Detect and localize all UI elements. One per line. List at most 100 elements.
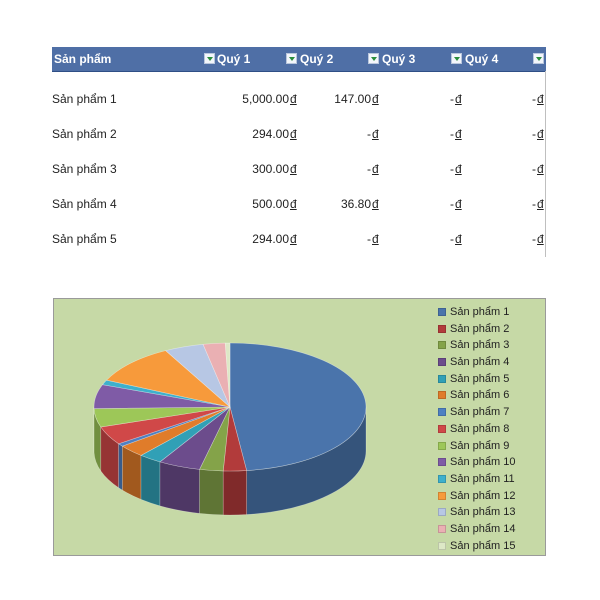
filter-dropdown-button[interactable] xyxy=(286,53,297,64)
currency-symbol: đ xyxy=(537,127,544,141)
header-san-pham: Sản phẩm xyxy=(54,47,204,71)
legend-item: Sản phẩm 12 xyxy=(438,488,544,505)
legend-label: Sản phẩm 15 xyxy=(450,539,516,552)
table-header: Sản phẩm Quý 1 Quý 2 Quý 3 Quý 4 xyxy=(52,47,546,72)
legend-item: Sản phẩm 5 xyxy=(438,371,544,388)
pie-slice xyxy=(224,342,231,408)
q2-value-cell: - xyxy=(367,127,371,141)
pie-slice xyxy=(93,384,231,409)
legend-swatch xyxy=(438,474,446,483)
currency-symbol: đ xyxy=(372,127,379,141)
legend-label: Sản phẩm 2 xyxy=(450,322,510,335)
q1-value-cell: 5,000.00 xyxy=(242,92,289,106)
q2-value-cell: 147.00 xyxy=(334,92,371,106)
legend-swatch xyxy=(438,508,446,517)
pie-slice xyxy=(165,343,231,408)
currency-symbol: đ xyxy=(290,162,297,176)
legend-item: Sản phẩm 7 xyxy=(438,404,544,421)
table-row[interactable]: Sản phẩm 5 294.00 đ - đ - đ - đ xyxy=(52,222,546,257)
pie-slice xyxy=(229,342,367,471)
header-label: Quý 4 xyxy=(465,52,499,66)
q4-value-cell: - xyxy=(532,92,536,106)
q1-value-cell: 294.00 xyxy=(252,232,289,246)
header-quy-1: Quý 1 xyxy=(217,47,287,71)
legend-label: Sản phẩm 8 xyxy=(450,422,510,435)
q1-value-cell: 294.00 xyxy=(252,127,289,141)
legend-label: Sản phẩm 11 xyxy=(450,472,515,485)
legend-item: Sản phẩm 3 xyxy=(438,337,544,354)
legend-item: Sản phẩm 4 xyxy=(438,354,544,371)
product-name-cell: Sản phẩm 3 xyxy=(52,162,117,176)
currency-symbol: đ xyxy=(372,232,379,246)
currency-symbol: đ xyxy=(372,197,379,211)
legend-label: Sản phẩm 7 xyxy=(450,406,510,419)
currency-symbol: đ xyxy=(537,92,544,106)
q3-value-cell: - xyxy=(450,197,454,211)
q4-value-cell: - xyxy=(532,197,536,211)
header-label: Quý 2 xyxy=(300,52,334,66)
legend-item: Sản phẩm 13 xyxy=(438,504,544,521)
filter-dropdown-button[interactable] xyxy=(204,53,215,64)
legend-swatch xyxy=(438,391,446,400)
q2-value-cell: - xyxy=(367,162,371,176)
currency-symbol: đ xyxy=(372,92,379,106)
currency-symbol: đ xyxy=(290,127,297,141)
pie-slice-side xyxy=(140,454,161,507)
legend-label: Sản phẩm 12 xyxy=(450,489,516,502)
legend-item: Sản phẩm 9 xyxy=(438,438,544,455)
pie-slice-side xyxy=(118,443,123,491)
pie-chart: Sản phẩm 1 Sản phẩm 2 Sản phẩm 3 Sản phẩm 4… xyxy=(53,298,546,556)
table-row[interactable]: Sản phẩm 4 500.00 đ 36.80 đ - đ - đ xyxy=(52,187,546,222)
q4-value-cell: - xyxy=(532,127,536,141)
pie-slice xyxy=(93,406,231,428)
pie-slice xyxy=(121,406,231,456)
table-border xyxy=(545,71,546,257)
header-quy-2: Quý 2 xyxy=(300,47,370,71)
legend-label: Sản phẩm 9 xyxy=(450,439,510,452)
legend-item: Sản phẩm 6 xyxy=(438,387,544,404)
legend-label: Sản phẩm 14 xyxy=(450,522,516,535)
legend-swatch xyxy=(438,491,446,500)
legend-swatch xyxy=(438,408,446,417)
legend-swatch xyxy=(438,424,446,433)
q4-value-cell: - xyxy=(532,232,536,246)
legend-item: Sản phẩm 2 xyxy=(438,321,544,338)
legend-item: Sản phẩm 11 xyxy=(438,471,544,488)
q2-value-cell: 36.80 xyxy=(340,197,371,211)
pie-slice xyxy=(159,406,231,470)
q1-value-cell: 500.00 xyxy=(252,197,289,211)
currency-symbol: đ xyxy=(537,162,544,176)
q1-value-cell: 300.00 xyxy=(252,162,289,176)
header-label: Quý 1 xyxy=(217,52,251,66)
header-quy-4: Quý 4 xyxy=(465,47,535,71)
filter-dropdown-button[interactable] xyxy=(368,53,379,64)
table-row[interactable]: Sản phẩm 2 294.00 đ - đ - đ - đ xyxy=(52,117,546,152)
q4-value-cell: - xyxy=(532,162,536,176)
legend-label: Sản phẩm 4 xyxy=(450,356,510,369)
filter-dropdown-button[interactable] xyxy=(533,53,544,64)
q3-value-cell: - xyxy=(450,162,454,176)
q3-value-cell: - xyxy=(450,127,454,141)
pie-slice-side xyxy=(222,470,247,516)
pie-chart-plot xyxy=(93,342,367,516)
pie-slice-side xyxy=(159,461,200,514)
table-row[interactable]: Sản phẩm 1 5,000.00 đ 147.00 đ - đ - đ xyxy=(52,82,546,117)
filter-dropdown-button[interactable] xyxy=(451,53,462,64)
legend-item: Sản phẩm 10 xyxy=(438,454,544,471)
header-label: Quý 3 xyxy=(382,52,416,66)
currency-symbol: đ xyxy=(537,232,544,246)
legend-label: Sản phẩm 3 xyxy=(450,339,510,352)
legend-swatch xyxy=(438,308,446,316)
table-row[interactable]: Sản phẩm 3 300.00 đ - đ - đ - đ xyxy=(52,152,546,187)
legend-label: Sản phẩm 13 xyxy=(450,506,516,519)
pie-slice xyxy=(202,342,231,408)
pie-slice xyxy=(117,406,231,447)
product-name-cell: Sản phẩm 1 xyxy=(52,92,117,106)
header-label: Sản phẩm xyxy=(54,52,112,66)
currency-symbol: đ xyxy=(455,162,462,176)
q3-value-cell: - xyxy=(450,92,454,106)
legend-swatch xyxy=(438,358,446,367)
legend-item: Sản phẩm 14 xyxy=(438,521,544,538)
sales-table: Sản phẩm Quý 1 Quý 2 Quý 3 Quý 4 Sản phẩ… xyxy=(52,47,546,257)
legend-swatch xyxy=(438,441,446,450)
